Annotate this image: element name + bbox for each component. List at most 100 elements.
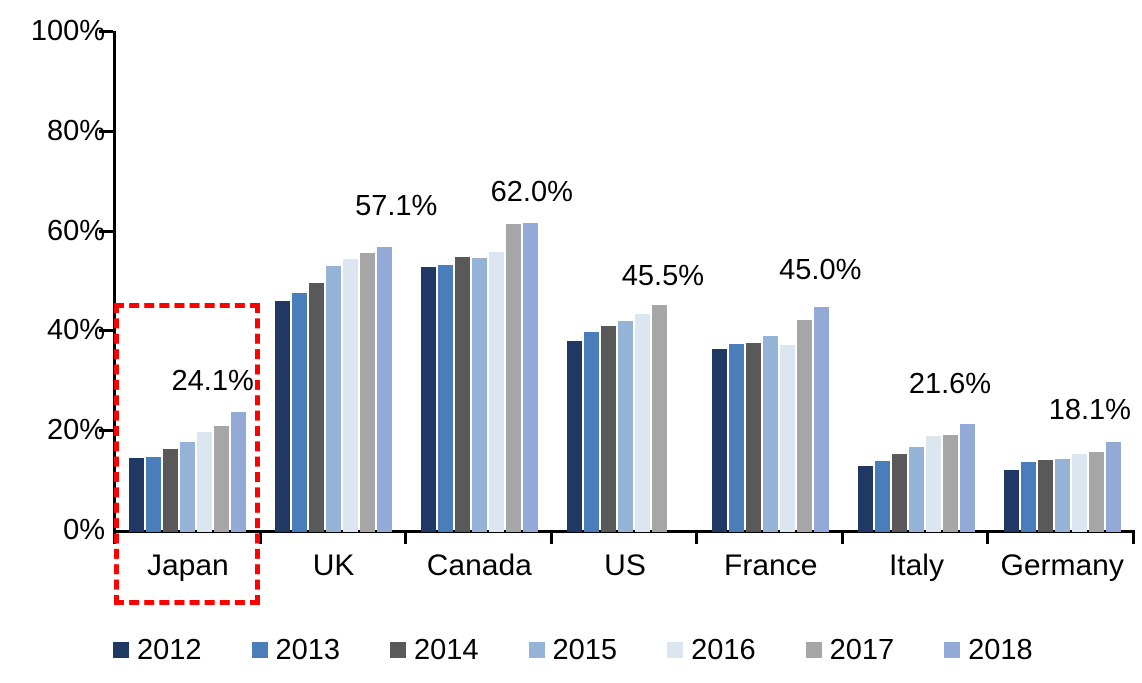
y-tick-label: 40%: [46, 314, 105, 347]
y-tick-mark: [99, 129, 113, 133]
bar-2013-canada: [437, 264, 453, 532]
y-tick-label: 60%: [46, 214, 105, 247]
bar-2017-japan: [214, 426, 230, 532]
bar-2016-germany: [1071, 454, 1087, 532]
bar-2015-france: [763, 335, 779, 532]
x-tick-mark: [258, 533, 262, 544]
bar-2012-us: [566, 341, 582, 532]
bar-2015-germany: [1054, 458, 1070, 532]
bar-2015-japan: [180, 442, 196, 532]
bar-2015-canada: [471, 258, 487, 532]
bar-2017-germany: [1088, 452, 1104, 532]
legend-swatch-2018: [944, 642, 961, 658]
legend-label-2012: 2012: [137, 633, 202, 666]
bar-2018-uk: [377, 247, 393, 532]
bar-2013-france: [729, 343, 745, 532]
bar-2012-japan: [129, 458, 145, 532]
bar-2013-uk: [292, 293, 308, 532]
bar-2018-japan: [231, 411, 247, 532]
bar-2018-italy: [959, 424, 975, 532]
bar-2016-japan: [197, 432, 213, 532]
category-label-uk: UK: [312, 549, 355, 582]
bar-2012-france: [712, 349, 728, 532]
legend-label-2018: 2018: [968, 633, 1033, 666]
bar-2013-japan: [146, 457, 162, 532]
bar-2016-us: [634, 314, 650, 532]
legend-label-2013: 2013: [275, 633, 341, 666]
bar-group-france: 45.0%: [698, 33, 861, 532]
legend-swatch-2013: [251, 642, 268, 658]
bar-2012-canada: [420, 267, 436, 532]
legend-item-2012: 2012: [113, 633, 202, 666]
y-tick-mark: [99, 429, 113, 433]
legend-item-2018: 2018: [944, 633, 1033, 666]
y-tick-label: 20%: [46, 414, 105, 447]
data-label-italy: 21.6%: [908, 368, 992, 401]
bar-group-italy: 21.6%: [844, 33, 992, 532]
highlight-dashed-box: [114, 303, 260, 605]
data-label-uk: 57.1%: [355, 190, 438, 223]
legend-label-2014: 2014: [414, 633, 479, 666]
bar-2015-uk: [326, 266, 342, 532]
legend-item-2015: 2015: [528, 633, 618, 666]
bars: [406, 222, 552, 532]
bar-2018-france: [814, 307, 830, 532]
x-tick-mark: [1132, 533, 1135, 544]
category-label-france: France: [724, 549, 818, 582]
legend-swatch-2016: [667, 642, 684, 658]
bar-2016-italy: [925, 436, 941, 532]
y-tick-mark: [99, 229, 113, 233]
bar-2014-germany: [1037, 460, 1053, 532]
bar-2018-canada: [522, 222, 538, 532]
category-label-japan: Japan: [146, 549, 229, 582]
legend-swatch-2017: [805, 642, 822, 658]
bar-group-canada: 62.0%: [406, 33, 573, 532]
legend-label-2015: 2015: [552, 633, 618, 666]
bar-2014-italy: [891, 454, 907, 532]
bar-2014-japan: [163, 449, 179, 532]
bar-2016-uk: [343, 258, 359, 532]
bar-2014-canada: [454, 256, 470, 532]
legend: 2012 2013 2014 2015 2016 2017 2018: [0, 632, 1142, 668]
bar-2014-france: [746, 343, 762, 532]
legend-item-2014: 2014: [390, 633, 479, 666]
y-tick-label: 100%: [30, 15, 105, 47]
plot-area: 24.1% 57.1% 62.0% 45.5% 45.0% 21.6% 18.1%: [115, 33, 1135, 532]
category-label-italy: Italy: [888, 549, 944, 582]
bar-group-germany: 18.1%: [989, 33, 1135, 532]
bar-2015-italy: [908, 446, 924, 532]
data-label-canada: 62.0%: [490, 175, 573, 208]
bars: [115, 411, 261, 532]
bar-2016-france: [780, 345, 796, 532]
category-axis: Japan UK Canada US France Italy Germany: [115, 549, 1135, 583]
x-tick-mark: [549, 533, 553, 544]
bars: [261, 247, 407, 532]
bars: [844, 424, 990, 532]
y-tick-label: 0%: [63, 514, 105, 546]
bar-2017-france: [797, 320, 813, 532]
bars: [989, 441, 1135, 532]
legend-item-2016: 2016: [667, 633, 756, 666]
legend-label-2016: 2016: [691, 633, 756, 666]
bar-group-japan: 24.1%: [115, 33, 261, 532]
bar-2012-italy: [857, 465, 873, 532]
bar-2012-uk: [275, 300, 291, 532]
x-tick-mark: [695, 533, 699, 544]
category-label-canada: Canada: [426, 549, 532, 582]
y-tick-label: 80%: [46, 114, 105, 147]
bar-2017-canada: [505, 224, 521, 532]
x-tick-mark: [986, 533, 990, 544]
legend-swatch-2015: [528, 642, 545, 658]
bar-2014-uk: [309, 282, 325, 532]
bar-2018-germany: [1105, 441, 1121, 532]
bars: [698, 307, 844, 532]
legend-swatch-2012: [113, 642, 129, 658]
bar-2013-germany: [1020, 462, 1036, 532]
legend-swatch-2014: [390, 642, 407, 658]
data-label-japan: 24.1%: [171, 365, 254, 398]
bars: [552, 304, 698, 532]
bar-2013-italy: [874, 461, 890, 532]
legend-label-2017: 2017: [829, 633, 895, 666]
y-tick-mark: [99, 329, 113, 333]
